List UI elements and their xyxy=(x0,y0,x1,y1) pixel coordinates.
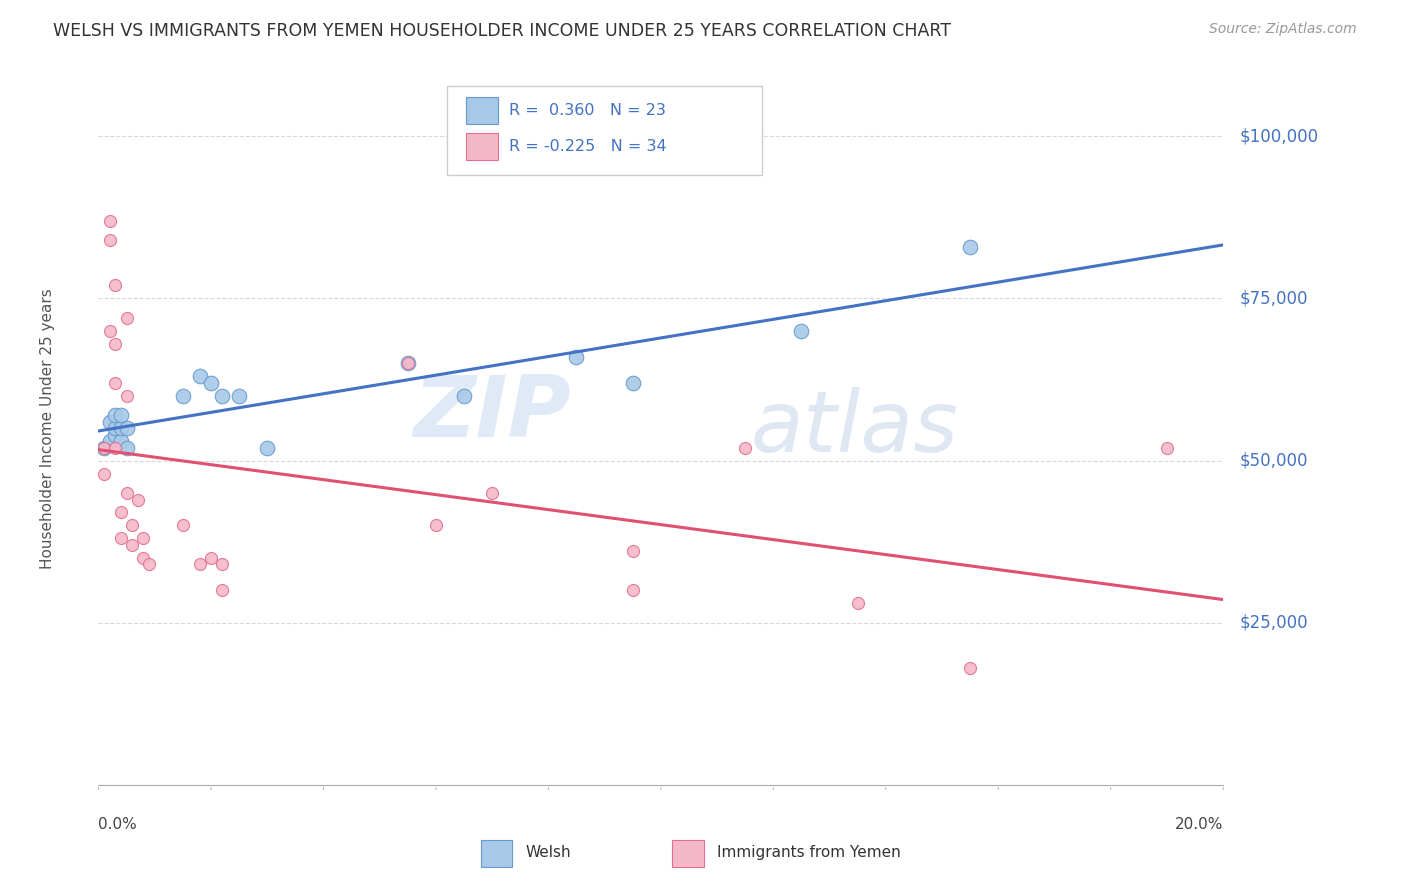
Point xyxy=(115,486,138,500)
Point xyxy=(115,310,138,325)
Point xyxy=(256,441,278,455)
Point xyxy=(110,532,132,546)
Text: Welsh: Welsh xyxy=(526,845,571,860)
Point xyxy=(104,421,127,435)
Point xyxy=(621,544,644,558)
Point xyxy=(93,441,115,455)
Point xyxy=(1156,441,1178,455)
Point xyxy=(104,427,127,442)
Point xyxy=(846,596,869,610)
Point xyxy=(453,389,475,403)
Point xyxy=(132,550,155,565)
Point xyxy=(228,389,250,403)
Text: $75,000: $75,000 xyxy=(1240,289,1309,308)
Text: R =  0.360   N = 23: R = 0.360 N = 23 xyxy=(509,103,666,118)
Point xyxy=(734,441,756,455)
Text: Immigrants from Yemen: Immigrants from Yemen xyxy=(717,845,901,860)
Point xyxy=(93,467,115,481)
Point xyxy=(104,376,127,390)
Point xyxy=(138,558,160,572)
Point xyxy=(110,408,132,422)
Point xyxy=(98,324,121,338)
Point xyxy=(93,441,115,455)
FancyBboxPatch shape xyxy=(447,86,762,175)
Point xyxy=(104,441,127,455)
Text: Source: ZipAtlas.com: Source: ZipAtlas.com xyxy=(1209,22,1357,37)
Point xyxy=(425,518,447,533)
Point xyxy=(127,492,149,507)
Point xyxy=(110,506,132,520)
Point xyxy=(115,421,138,435)
Point xyxy=(104,278,127,293)
Point xyxy=(98,434,121,449)
Point xyxy=(115,441,138,455)
Point xyxy=(959,239,981,253)
Text: atlas: atlas xyxy=(751,386,959,470)
FancyBboxPatch shape xyxy=(467,97,498,124)
Point xyxy=(481,486,503,500)
Point xyxy=(565,350,588,364)
Point xyxy=(104,408,127,422)
Point xyxy=(396,356,419,370)
Point xyxy=(211,583,233,598)
Point xyxy=(98,213,121,227)
Point xyxy=(790,324,813,338)
Point xyxy=(104,336,127,351)
Point xyxy=(200,550,222,565)
Point xyxy=(188,558,211,572)
Point xyxy=(110,421,132,435)
Point xyxy=(110,434,132,449)
Point xyxy=(121,518,143,533)
Point xyxy=(959,661,981,675)
Point xyxy=(200,376,222,390)
Point xyxy=(211,558,233,572)
Point xyxy=(621,583,644,598)
Text: Householder Income Under 25 years: Householder Income Under 25 years xyxy=(41,288,55,568)
Point xyxy=(132,532,155,546)
Text: WELSH VS IMMIGRANTS FROM YEMEN HOUSEHOLDER INCOME UNDER 25 YEARS CORRELATION CHA: WELSH VS IMMIGRANTS FROM YEMEN HOUSEHOLD… xyxy=(53,22,952,40)
Point xyxy=(396,356,419,370)
Point xyxy=(98,415,121,429)
FancyBboxPatch shape xyxy=(672,840,703,867)
Point xyxy=(188,369,211,384)
Point xyxy=(121,538,143,552)
Point xyxy=(211,389,233,403)
Text: 0.0%: 0.0% xyxy=(98,817,138,832)
FancyBboxPatch shape xyxy=(467,133,498,160)
Point xyxy=(172,389,194,403)
Point xyxy=(98,233,121,247)
Point xyxy=(621,376,644,390)
Text: $100,000: $100,000 xyxy=(1240,128,1319,145)
Text: $25,000: $25,000 xyxy=(1240,614,1309,632)
Text: 20.0%: 20.0% xyxy=(1175,817,1223,832)
Text: $50,000: $50,000 xyxy=(1240,451,1309,469)
Text: R = -0.225   N = 34: R = -0.225 N = 34 xyxy=(509,139,666,153)
Point xyxy=(115,389,138,403)
Text: ZIP: ZIP xyxy=(413,372,571,456)
Point xyxy=(172,518,194,533)
FancyBboxPatch shape xyxy=(481,840,512,867)
